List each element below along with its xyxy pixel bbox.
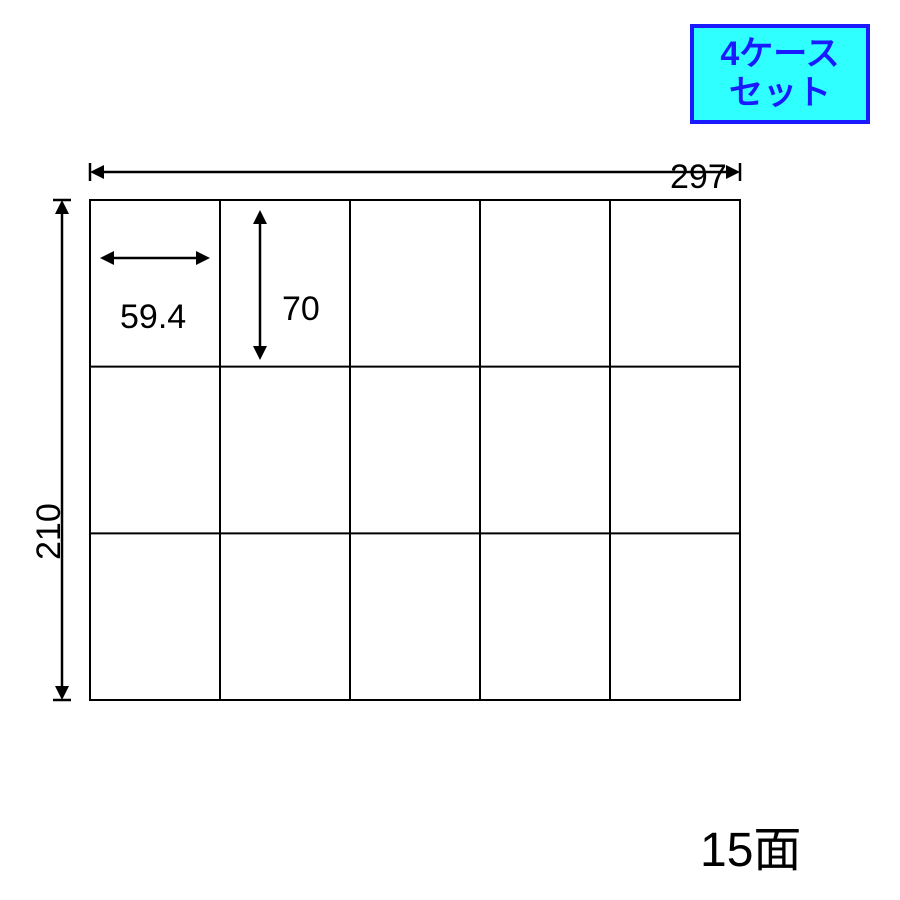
label-sheet-diagram (0, 0, 900, 900)
face-count-label: 15面 (700, 810, 801, 880)
dim-total-height-label: 210 (30, 503, 69, 560)
dim-total-width-label: 297 (670, 158, 727, 197)
dim-cell-height-label: 70 (282, 290, 320, 329)
dim-cell-width-label: 59.4 (120, 298, 186, 337)
